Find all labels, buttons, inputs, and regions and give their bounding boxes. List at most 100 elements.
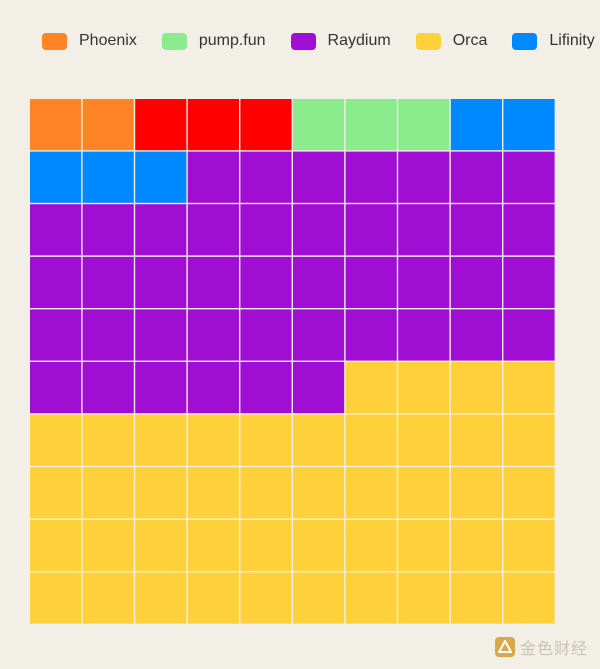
waffle-cell-raydium <box>82 204 134 256</box>
waffle-cell-orca <box>30 467 82 519</box>
waffle-cell-orca <box>240 572 292 624</box>
waffle-cell-orca <box>503 519 555 571</box>
waffle-cell-orca <box>82 467 134 519</box>
waffle-cell-raydium <box>30 204 82 256</box>
waffle-cell-orca <box>187 467 239 519</box>
watermark-logo-icon <box>494 637 515 657</box>
waffle-cell-orca <box>450 362 502 414</box>
waffle-cell-orca <box>240 467 292 519</box>
waffle-cell-raydium <box>30 362 82 414</box>
waffle-cell-raydium <box>450 309 502 361</box>
waffle-cell-raydium <box>135 204 187 256</box>
waffle-cell-raydium <box>398 204 450 256</box>
waffle-cell-raydium <box>293 204 345 256</box>
waffle-cell-raydium <box>187 151 239 203</box>
waffle-cell-orca <box>450 519 502 571</box>
waffle-cell-lifinity <box>82 151 134 203</box>
waffle-cell-orca <box>450 414 502 466</box>
waffle-cell-orca <box>398 362 450 414</box>
waffle-cell-raydium <box>398 256 450 308</box>
waffle-cell-red <box>187 99 239 151</box>
waffle-cell-raydium <box>345 151 397 203</box>
waffle-cell-raydium <box>187 256 239 308</box>
waffle-cell-orca <box>293 519 345 571</box>
legend-item-lifinity: Lifinity <box>512 32 595 50</box>
waffle-cell-orca <box>187 414 239 466</box>
waffle-cell-lifinity <box>135 151 187 203</box>
waffle-cell-orca <box>503 572 555 624</box>
waffle-cell-orca <box>187 572 239 624</box>
waffle-cell-raydium <box>187 204 239 256</box>
waffle-cell-raydium <box>82 362 134 414</box>
waffle-cell-raydium <box>503 309 555 361</box>
waffle-cell-orca <box>293 572 345 624</box>
waffle-cell-orca <box>398 414 450 466</box>
waffle-cell-raydium <box>135 256 187 308</box>
waffle-cell-lifinity <box>450 99 502 151</box>
waffle-chart <box>30 99 555 624</box>
waffle-cell-orca <box>503 362 555 414</box>
waffle-cell-orca <box>345 572 397 624</box>
waffle-cell-orca <box>135 414 187 466</box>
waffle-cell-orca <box>345 519 397 571</box>
waffle-cell-orca <box>240 519 292 571</box>
waffle-cell-orca <box>398 467 450 519</box>
waffle-cell-orca <box>135 519 187 571</box>
waffle-cell-red <box>135 99 187 151</box>
legend-item-raydium: Raydium <box>290 32 391 50</box>
waffle-cell-pump-fun <box>398 99 450 151</box>
waffle-cell-orca <box>240 414 292 466</box>
waffle-cell-red <box>240 99 292 151</box>
legend-swatch-phoenix <box>42 32 67 50</box>
waffle-cell-raydium <box>30 309 82 361</box>
waffle-cell-phoenix <box>30 99 82 151</box>
waffle-cell-raydium <box>240 151 292 203</box>
waffle-cell-phoenix <box>82 99 134 151</box>
waffle-cell-orca <box>293 414 345 466</box>
waffle-cell-orca <box>398 519 450 571</box>
legend-swatch-raydium <box>290 32 316 50</box>
legend-label-orca: Orca <box>452 32 488 49</box>
waffle-cell-orca <box>293 467 345 519</box>
waffle-cell-raydium <box>187 309 239 361</box>
waffle-cell-raydium <box>503 151 555 203</box>
waffle-cell-raydium <box>240 309 292 361</box>
waffle-cell-lifinity <box>503 99 555 151</box>
waffle-cell-raydium <box>293 362 345 414</box>
waffle-cell-raydium <box>240 362 292 414</box>
waffle-cell-orca <box>345 414 397 466</box>
waffle-cell-raydium <box>30 256 82 308</box>
waffle-cell-raydium <box>450 151 502 203</box>
legend-label-raydium: Raydium <box>327 32 391 49</box>
waffle-cell-raydium <box>503 204 555 256</box>
waffle-cell-raydium <box>135 309 187 361</box>
waffle-cell-raydium <box>135 362 187 414</box>
legend-label-pump-fun: pump.fun <box>198 32 266 49</box>
waffle-cell-raydium <box>82 309 134 361</box>
waffle-cell-raydium <box>450 204 502 256</box>
waffle-cell-raydium <box>293 256 345 308</box>
waffle-cell-raydium <box>345 204 397 256</box>
legend-label-lifinity: Lifinity <box>549 32 595 49</box>
waffle-cell-orca <box>450 467 502 519</box>
legend-item-phoenix: Phoenix <box>42 32 137 50</box>
waffle-cell-raydium <box>82 256 134 308</box>
waffle-cell-raydium <box>398 309 450 361</box>
waffle-cell-raydium <box>240 204 292 256</box>
waffle-cell-orca <box>135 467 187 519</box>
waffle-cell-raydium <box>345 256 397 308</box>
legend-swatch-lifinity <box>512 32 538 50</box>
waffle-cell-lifinity <box>30 151 82 203</box>
waffle-cell-pump-fun <box>345 99 397 151</box>
waffle-cell-orca <box>82 572 134 624</box>
waffle-cell-orca <box>187 519 239 571</box>
waffle-cell-orca <box>398 572 450 624</box>
waffle-cell-orca <box>30 572 82 624</box>
legend-item-pump-fun: pump.fun <box>161 32 266 50</box>
waffle-cell-raydium <box>345 309 397 361</box>
legend-label-phoenix: Phoenix <box>79 32 137 49</box>
watermark: 金色财经 <box>494 635 588 659</box>
waffle-cell-raydium <box>293 309 345 361</box>
waffle-cell-orca <box>503 467 555 519</box>
waffle-cell-raydium <box>293 151 345 203</box>
